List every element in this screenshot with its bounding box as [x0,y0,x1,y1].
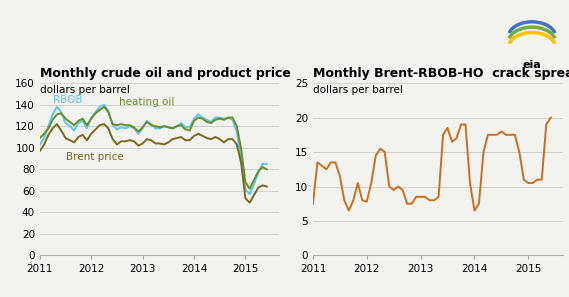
Text: Monthly crude oil and product price: Monthly crude oil and product price [40,67,291,80]
Text: dollars per barrel: dollars per barrel [313,85,403,95]
Text: RBOB: RBOB [53,95,82,105]
Text: Monthly Brent-RBOB-HO  crack spread: Monthly Brent-RBOB-HO crack spread [313,67,569,80]
Text: dollars per barrel: dollars per barrel [40,85,130,95]
Text: Brent price: Brent price [65,152,123,162]
Text: heating oil: heating oil [119,97,175,107]
Text: eia: eia [523,60,541,70]
